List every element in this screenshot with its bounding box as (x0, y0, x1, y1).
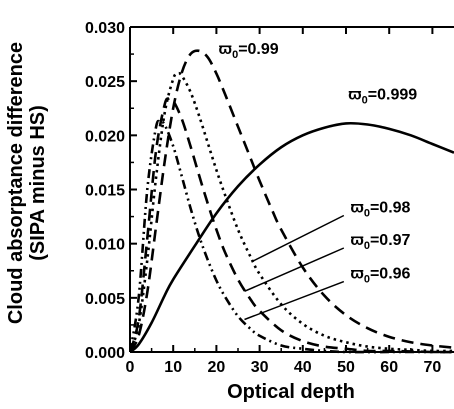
series-line-1 (130, 49, 454, 353)
y-tick-label: 0.000 (85, 345, 125, 362)
x-axis-title: Optical depth (227, 381, 355, 403)
series-annotation-label: ϖ0=0.999 (348, 87, 417, 107)
series-annotation-label: ϖ0=0.96 (350, 265, 410, 285)
x-tick-label: 30 (251, 359, 269, 376)
x-tick-label: 10 (164, 359, 182, 376)
y-tick-label: 0.005 (85, 291, 125, 308)
x-tick-label: 60 (380, 359, 398, 376)
x-tick-label: 20 (208, 359, 226, 376)
annotation-leader-line (252, 214, 345, 262)
y-tick-label: 0.020 (85, 128, 125, 145)
y-tick-label: 0.030 (85, 20, 125, 37)
y-axis-title-line2: (SIPA minus HS) (27, 105, 49, 261)
y-tick-label: 0.025 (85, 74, 125, 91)
series-annotation-label: ϖ0=0.97 (350, 232, 410, 252)
series-line-4 (130, 119, 454, 354)
y-tick-label: 0.010 (85, 237, 125, 254)
plot-area: 0 10 20 30 40 50 60 70 0.000 0.005 0.010 0.015 0.020… (85, 20, 454, 376)
annotation-leader-line (244, 247, 345, 293)
series-annotation-label: ϖ0=0.99 (219, 41, 279, 61)
y-tick-label: 0.015 (85, 183, 125, 200)
x-tick-label: 70 (424, 359, 442, 376)
x-tick-label: 40 (294, 359, 312, 376)
y-axis-title-line1: Cloud absorptance difference (5, 42, 27, 324)
series-line-3 (130, 96, 454, 354)
series-line-2 (130, 71, 454, 353)
series-line-0 (130, 121, 454, 354)
x-tick-label: 50 (337, 359, 355, 376)
series-annotation-label: ϖ0=0.98 (350, 199, 410, 219)
x-tick-label: 0 (126, 359, 135, 376)
annotation-leader-line (244, 280, 345, 321)
